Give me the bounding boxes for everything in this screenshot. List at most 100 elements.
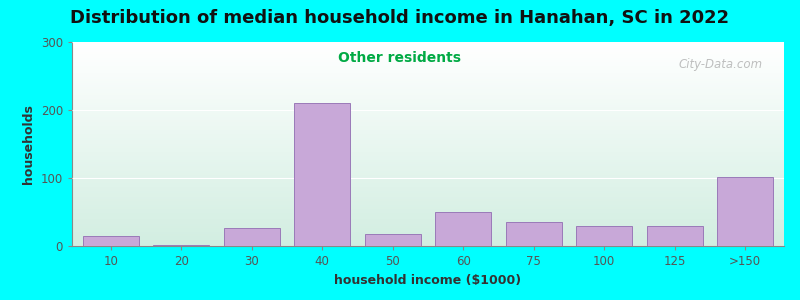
Bar	[72, 128, 784, 130]
Bar	[72, 64, 784, 67]
Bar	[72, 140, 784, 142]
Bar	[72, 81, 784, 83]
Bar	[72, 234, 784, 236]
Bar	[223, 228, 280, 246]
Bar	[72, 67, 784, 68]
Bar	[72, 220, 784, 221]
Bar	[72, 146, 784, 148]
Bar	[72, 62, 784, 64]
Bar	[72, 175, 784, 177]
Bar	[72, 224, 784, 226]
Bar	[72, 242, 784, 244]
Bar	[72, 152, 784, 154]
Bar	[72, 126, 784, 128]
Bar	[72, 134, 784, 136]
Bar	[576, 226, 633, 246]
Bar	[72, 91, 784, 93]
Bar	[72, 177, 784, 179]
Bar	[72, 95, 784, 97]
Bar	[72, 75, 784, 77]
Bar	[72, 54, 784, 56]
Bar	[72, 70, 784, 73]
Bar	[72, 132, 784, 134]
Bar	[72, 158, 784, 160]
Bar	[72, 236, 784, 238]
Bar	[72, 79, 784, 81]
Bar	[72, 191, 784, 193]
Bar	[72, 87, 784, 89]
Bar	[72, 221, 784, 224]
Bar	[72, 195, 784, 197]
Bar	[72, 50, 784, 52]
Bar	[72, 109, 784, 111]
Bar	[72, 68, 784, 70]
Bar	[72, 211, 784, 213]
Bar	[72, 48, 784, 50]
Bar	[72, 58, 784, 60]
Bar	[72, 189, 784, 191]
Bar	[72, 42, 784, 44]
Bar	[72, 162, 784, 164]
Y-axis label: households: households	[22, 104, 35, 184]
Bar	[72, 240, 784, 242]
Bar	[72, 93, 784, 95]
Bar	[72, 101, 784, 103]
Bar	[72, 56, 784, 58]
Bar	[72, 52, 784, 54]
Bar	[72, 228, 784, 230]
Bar	[72, 170, 784, 172]
Bar	[435, 212, 491, 246]
Bar	[72, 160, 784, 162]
Bar	[72, 130, 784, 132]
Bar	[72, 99, 784, 101]
Bar	[72, 116, 784, 118]
Bar	[72, 230, 784, 232]
Bar	[72, 119, 784, 122]
Bar	[72, 113, 784, 116]
Bar	[72, 150, 784, 152]
Bar	[72, 85, 784, 87]
Bar	[294, 103, 350, 246]
Bar	[72, 205, 784, 207]
Bar	[72, 209, 784, 211]
Bar	[72, 122, 784, 124]
Bar	[72, 83, 784, 85]
Bar	[506, 222, 562, 246]
Bar	[72, 167, 784, 169]
Bar	[72, 207, 784, 209]
Bar	[72, 201, 784, 203]
Bar	[72, 97, 784, 99]
Bar	[72, 73, 784, 75]
Bar	[72, 169, 784, 170]
Bar	[72, 183, 784, 185]
Bar	[72, 118, 784, 119]
Bar	[72, 187, 784, 189]
Bar	[72, 124, 784, 126]
Bar	[72, 107, 784, 109]
Bar	[72, 215, 784, 217]
Bar	[72, 218, 784, 220]
Bar	[72, 154, 784, 156]
Text: Other residents: Other residents	[338, 51, 462, 65]
Bar	[72, 103, 784, 105]
Text: Distribution of median household income in Hanahan, SC in 2022: Distribution of median household income …	[70, 9, 730, 27]
Bar	[72, 60, 784, 62]
Bar	[365, 234, 421, 246]
Bar	[72, 185, 784, 187]
Bar	[717, 177, 774, 246]
Bar	[72, 77, 784, 79]
Bar	[72, 105, 784, 107]
Bar	[72, 179, 784, 181]
Bar	[72, 156, 784, 158]
Bar	[72, 197, 784, 199]
Bar	[72, 172, 784, 175]
Bar	[72, 238, 784, 240]
X-axis label: household income ($1000): household income ($1000)	[334, 274, 522, 286]
Bar	[153, 244, 210, 246]
Bar	[82, 236, 139, 246]
Text: City-Data.com: City-Data.com	[678, 58, 762, 71]
Bar	[72, 44, 784, 46]
Bar	[72, 244, 784, 246]
Bar	[72, 111, 784, 113]
Bar	[72, 226, 784, 228]
